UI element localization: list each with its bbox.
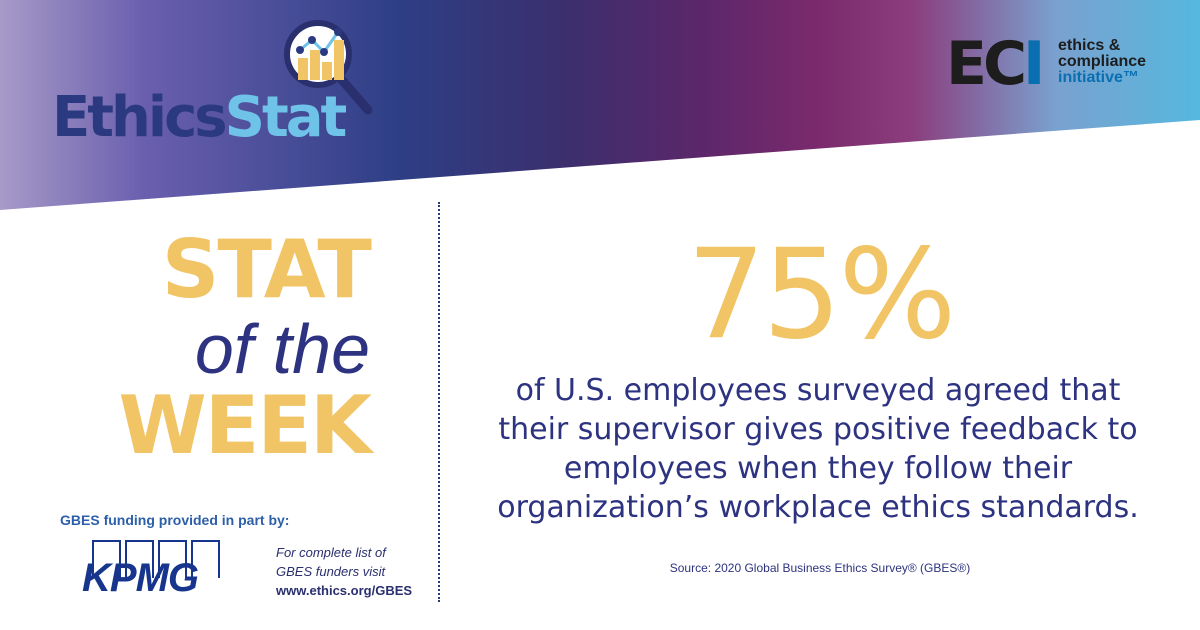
funding-label: GBES funding provided in part by:	[60, 512, 290, 528]
eci-wordmark: ethics & compliance initiative™	[1058, 37, 1147, 86]
stat-of-the-week-title: STAT of the WEEK	[60, 223, 372, 472]
ethicsstat-logo: EthicsStat	[52, 18, 382, 158]
title-stat: STAT	[161, 223, 372, 316]
funders-link[interactable]: www.ethics.org/GBES	[276, 583, 413, 598]
eci-logo: ECI ethics & compliance initiative™	[946, 34, 1186, 98]
title-week: WEEK	[118, 379, 372, 472]
magnifier-chart-icon	[284, 20, 373, 115]
funders-note: For complete list of GBES funders visit …	[276, 543, 426, 600]
stat-value: 75%	[686, 223, 957, 367]
kpmg-logo: KPMG	[82, 540, 220, 600]
source-citation: Source: 2020 Global Business Ethics Surv…	[669, 561, 971, 575]
stat-statement: of U.S. employees surveyed agreed that t…	[497, 373, 1139, 525]
title-of-the: of the	[194, 310, 370, 388]
ethicsstat-wordmark: EthicsStat	[52, 85, 347, 150]
dotted-divider	[438, 202, 440, 602]
eci-acronym: ECI	[946, 29, 1045, 99]
